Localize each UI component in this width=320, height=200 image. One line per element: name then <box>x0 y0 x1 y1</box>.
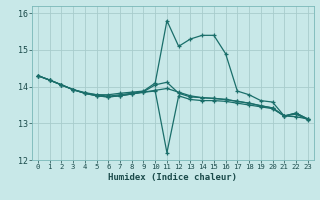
X-axis label: Humidex (Indice chaleur): Humidex (Indice chaleur) <box>108 173 237 182</box>
